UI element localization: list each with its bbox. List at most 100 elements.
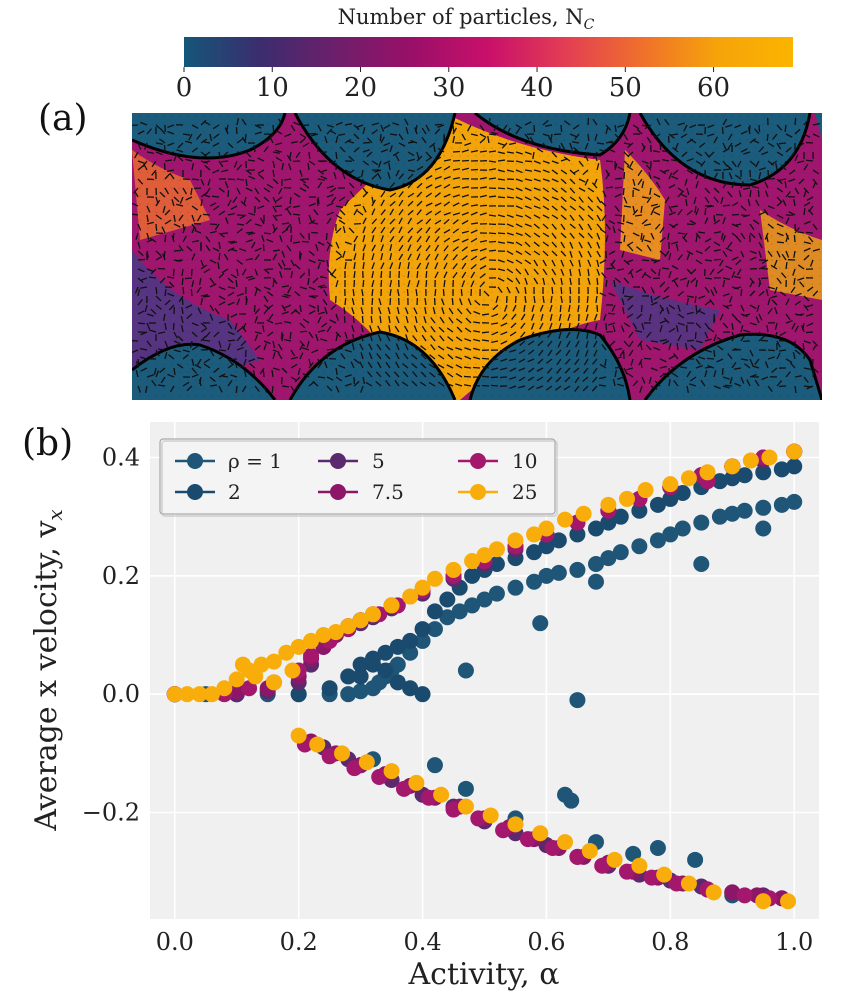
data-point bbox=[322, 680, 338, 696]
legend-marker bbox=[470, 484, 486, 500]
velocity-arrow bbox=[272, 386, 273, 393]
velocity-arrow bbox=[741, 289, 742, 296]
velocity-arrow bbox=[138, 359, 139, 366]
velocity-arrow bbox=[282, 386, 289, 387]
data-point bbox=[755, 521, 771, 537]
velocity-arrow bbox=[597, 305, 598, 312]
velocity-arrow bbox=[641, 305, 642, 312]
velocity-arrow bbox=[263, 370, 264, 377]
y-axis-label: Average x velocity, vx bbox=[29, 509, 67, 831]
velocity-arrow bbox=[669, 368, 670, 375]
velocity-arrow bbox=[317, 145, 318, 152]
velocity-arrow bbox=[705, 278, 712, 279]
velocity-arrow bbox=[608, 313, 615, 314]
velocity-arrow bbox=[254, 305, 255, 312]
velocity-arrow bbox=[407, 289, 408, 296]
y-tick-label: 0.0 bbox=[102, 680, 140, 708]
data-point bbox=[266, 674, 282, 690]
legend-label: 7.5 bbox=[372, 480, 404, 504]
legend-label: 10 bbox=[512, 449, 537, 473]
velocity-arrow bbox=[623, 188, 624, 195]
legend-marker bbox=[187, 484, 203, 500]
velocity-arrow bbox=[498, 188, 505, 189]
velocity-arrow bbox=[705, 260, 712, 261]
y-tick-label: 0.4 bbox=[102, 444, 140, 472]
velocity-arrow bbox=[695, 332, 696, 339]
velocity-arrow bbox=[560, 305, 561, 312]
data-point bbox=[384, 597, 400, 613]
velocity-arrow bbox=[561, 125, 562, 132]
velocity-arrow bbox=[806, 232, 813, 233]
colorbar-gradient bbox=[184, 37, 793, 67]
data-point bbox=[384, 763, 400, 779]
legend-label: ρ = 1 bbox=[228, 449, 282, 473]
data-point bbox=[507, 580, 523, 596]
data-point bbox=[353, 668, 369, 684]
x-tick-label: 0.2 bbox=[280, 928, 318, 956]
data-point bbox=[439, 592, 455, 608]
velocity-arrow bbox=[714, 259, 721, 260]
colorbar-tick-label: 50 bbox=[609, 73, 642, 103]
velocity-arrow bbox=[302, 241, 309, 242]
velocity-arrow bbox=[149, 277, 156, 278]
data-point bbox=[557, 834, 573, 850]
velocity-arrow bbox=[707, 358, 714, 359]
velocity-arrow bbox=[705, 208, 706, 215]
data-point bbox=[755, 893, 771, 909]
velocity-arrow bbox=[806, 332, 813, 333]
data-point bbox=[755, 500, 771, 516]
velocity-arrow bbox=[236, 280, 237, 287]
legend-marker bbox=[187, 453, 203, 469]
velocity-arrow bbox=[173, 269, 174, 276]
velocity-arrow bbox=[380, 134, 381, 141]
velocity-arrow bbox=[758, 190, 759, 197]
velocity-arrow bbox=[417, 271, 418, 278]
velocity-arrow bbox=[236, 386, 237, 393]
legend-marker bbox=[470, 453, 486, 469]
data-point bbox=[408, 775, 424, 791]
velocity-arrow bbox=[806, 160, 813, 161]
panel-a-label: (a) bbox=[38, 98, 88, 139]
data-point bbox=[538, 521, 554, 537]
velocity-arrow bbox=[138, 259, 145, 260]
velocity-arrow bbox=[768, 350, 775, 351]
velocity-arrow bbox=[363, 280, 364, 287]
data-point bbox=[284, 663, 300, 679]
velocity-arrow bbox=[714, 350, 715, 357]
velocity-arrow bbox=[426, 271, 427, 278]
velocity-arrow bbox=[290, 332, 291, 339]
x-axis-label: Activity, α bbox=[407, 957, 559, 992]
data-point bbox=[569, 562, 585, 578]
velocity-arrow bbox=[759, 125, 760, 132]
data-point bbox=[607, 852, 623, 868]
velocity-arrow bbox=[761, 268, 768, 269]
velocity-arrow bbox=[615, 215, 622, 216]
data-point bbox=[489, 541, 505, 557]
velocity-arrow bbox=[228, 190, 229, 197]
velocity-arrow bbox=[779, 143, 786, 144]
velocity-arrow bbox=[461, 289, 462, 296]
velocity-arrow bbox=[491, 377, 498, 378]
data-point bbox=[458, 663, 474, 679]
colorbar-tick-label: 10 bbox=[256, 73, 289, 103]
data-point bbox=[761, 450, 777, 466]
data-point bbox=[681, 470, 697, 486]
colorbar-tick-label: 30 bbox=[432, 73, 465, 103]
velocity-arrow bbox=[185, 278, 192, 279]
x-tick-label: 0.4 bbox=[403, 928, 441, 956]
data-point bbox=[427, 571, 443, 587]
velocity-arrow bbox=[660, 143, 661, 150]
velocity-arrow bbox=[353, 289, 354, 296]
velocity-arrow bbox=[293, 214, 300, 215]
data-point bbox=[675, 521, 691, 537]
velocity-arrow bbox=[264, 233, 271, 234]
data-point bbox=[576, 506, 592, 522]
velocity-arrow bbox=[344, 316, 345, 323]
velocity-arrow bbox=[785, 181, 786, 188]
velocity-arrow bbox=[156, 287, 157, 294]
velocity-arrow bbox=[212, 196, 219, 197]
velocity-arrow bbox=[210, 224, 217, 225]
velocity-arrow bbox=[804, 352, 805, 359]
velocity-arrow bbox=[435, 124, 442, 125]
velocity-arrow bbox=[671, 367, 678, 368]
